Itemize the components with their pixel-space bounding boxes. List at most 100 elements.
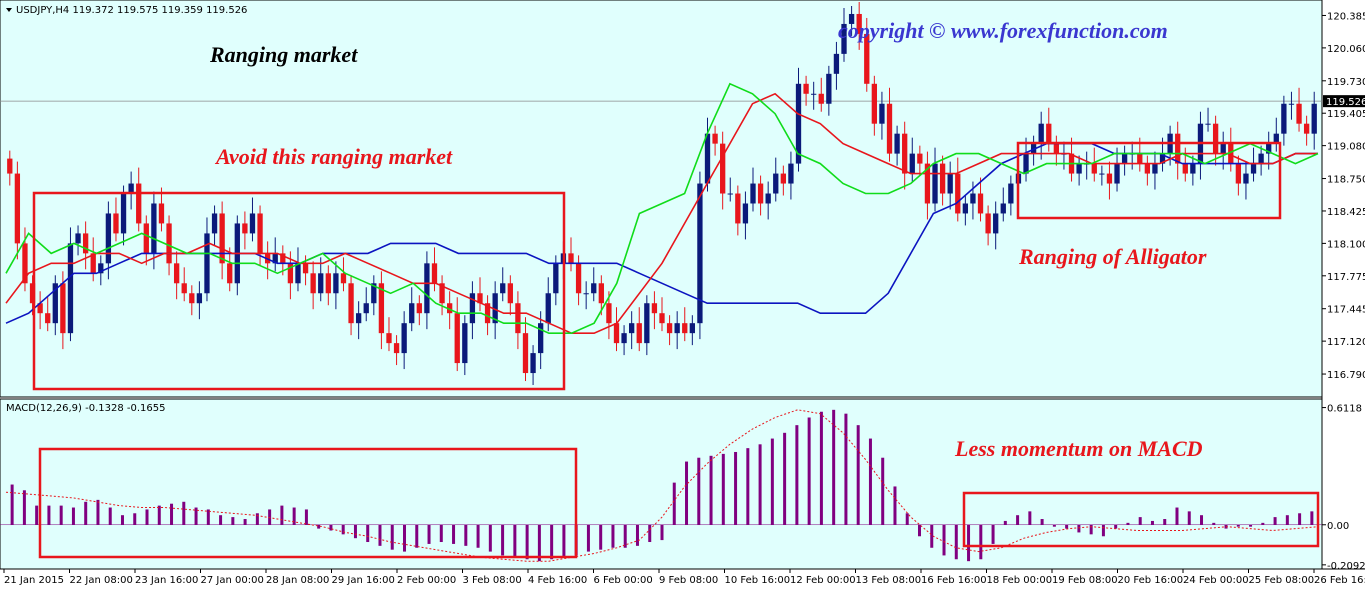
macd-bar bbox=[219, 515, 223, 525]
macd-bar bbox=[96, 499, 100, 525]
candle-body bbox=[864, 33, 870, 84]
candle-body bbox=[1296, 103, 1302, 124]
candle-body bbox=[811, 93, 817, 95]
macd-bar bbox=[954, 524, 958, 560]
candle-body bbox=[173, 263, 180, 284]
candle-body bbox=[14, 173, 21, 244]
macd-bar bbox=[231, 517, 235, 525]
y-axis-ticks: 120.385 120.060 119.730 119.405 119.080 118.7… bbox=[1322, 11, 1365, 381]
macd-bar bbox=[157, 505, 161, 525]
macd-bar bbox=[35, 505, 39, 525]
candle-body bbox=[1114, 163, 1120, 184]
candle-body bbox=[697, 183, 703, 324]
macd-bar bbox=[390, 524, 394, 550]
candle-body bbox=[909, 153, 915, 174]
candle-body bbox=[735, 193, 741, 224]
x-tick-label: 18 Feb 00:00 bbox=[987, 575, 1053, 586]
x-tick-label: 25 Feb 08:00 bbox=[1249, 575, 1315, 586]
candle-body bbox=[113, 213, 119, 234]
candle-body bbox=[393, 343, 400, 354]
x-tick-label: 2 Feb 00:00 bbox=[397, 575, 456, 586]
y-tick-label: 117.775 bbox=[1327, 272, 1365, 283]
macd-bar bbox=[427, 524, 431, 544]
avoid-annotation: Avoid this ranging market bbox=[214, 144, 453, 169]
macd-bar bbox=[893, 486, 897, 525]
candle-body bbox=[469, 293, 476, 324]
candle-body bbox=[598, 283, 604, 304]
candle-body bbox=[591, 283, 597, 294]
macd-bar bbox=[329, 524, 333, 531]
macd-bar bbox=[403, 524, 407, 552]
macd-bar bbox=[1101, 524, 1105, 537]
macd-bar bbox=[758, 444, 762, 525]
macd-bar bbox=[881, 457, 885, 525]
candle-body bbox=[446, 303, 453, 314]
candle-body bbox=[712, 133, 718, 144]
candle-body bbox=[1023, 153, 1029, 174]
macd-bar bbox=[770, 438, 774, 525]
x-tick-label: 22 Jan 08:00 bbox=[70, 575, 133, 586]
candle-body bbox=[545, 293, 551, 324]
macd-bar bbox=[734, 451, 738, 525]
macd-axis-ticks: 0.6118 0.00 -0.2092 bbox=[1322, 404, 1365, 572]
candle-body bbox=[970, 193, 976, 204]
alligator-annotation: Ranging of Alligator bbox=[1018, 244, 1207, 269]
candle-body bbox=[1220, 143, 1226, 154]
macd-bar bbox=[108, 507, 112, 525]
candle-body bbox=[765, 193, 771, 204]
candle-body bbox=[1258, 153, 1264, 164]
macd-bar bbox=[819, 411, 823, 525]
macd-bar bbox=[47, 505, 51, 525]
candle-body bbox=[962, 203, 969, 214]
candle-body bbox=[1288, 103, 1295, 105]
macd-bar bbox=[697, 457, 701, 525]
candle-body bbox=[742, 203, 749, 224]
dropdown-triangle-icon[interactable] bbox=[6, 8, 12, 12]
macd-bar bbox=[1261, 522, 1265, 525]
macd-bar bbox=[84, 501, 88, 525]
candle-body bbox=[500, 283, 506, 294]
macd-bar bbox=[1040, 519, 1044, 525]
candle-body bbox=[219, 213, 225, 264]
candle-body bbox=[1152, 163, 1158, 174]
candle-body bbox=[204, 233, 210, 294]
candle-body bbox=[249, 213, 256, 234]
candle-body bbox=[136, 183, 142, 224]
candle-body bbox=[1121, 153, 1128, 164]
macd-bar bbox=[488, 524, 492, 552]
y-tick-label: 118.100 bbox=[1327, 239, 1365, 250]
x-axis-ticks: 21 Jan 2015 22 Jan 08:00 23 Jan 16:00 27 Ja… bbox=[3, 569, 1365, 586]
candle-body bbox=[507, 283, 513, 304]
candle-body bbox=[575, 263, 582, 294]
macd-bar bbox=[550, 524, 554, 560]
macd-bar bbox=[832, 409, 836, 525]
candle-body bbox=[158, 203, 165, 224]
candle-body bbox=[1311, 103, 1317, 134]
candle-body bbox=[985, 213, 991, 234]
candle-body bbox=[454, 313, 460, 364]
candle-body bbox=[211, 213, 218, 234]
ranging-box-right bbox=[1016, 141, 1282, 220]
macd-bar bbox=[635, 524, 639, 546]
macd-bar bbox=[586, 524, 590, 552]
ranging-box-left bbox=[32, 191, 566, 391]
candle-body bbox=[1099, 173, 1105, 175]
candle-body bbox=[439, 283, 445, 304]
candle-body bbox=[515, 303, 521, 334]
macd-bar bbox=[501, 524, 505, 556]
candle-body bbox=[856, 13, 862, 34]
candle-body bbox=[128, 183, 134, 194]
macd-bar bbox=[930, 524, 934, 548]
macd-bar bbox=[1249, 524, 1253, 527]
macd-histogram bbox=[0, 409, 1322, 562]
candle-body bbox=[1235, 163, 1242, 184]
candle-body bbox=[431, 263, 438, 284]
x-tick-label: 4 Feb 16:00 bbox=[528, 575, 587, 586]
x-tick-label: 26 Feb 16:00 bbox=[1314, 575, 1365, 586]
macd-bar bbox=[721, 453, 725, 525]
candle-body bbox=[1228, 143, 1234, 164]
candle-body bbox=[803, 83, 809, 94]
macd-bar bbox=[243, 519, 247, 525]
